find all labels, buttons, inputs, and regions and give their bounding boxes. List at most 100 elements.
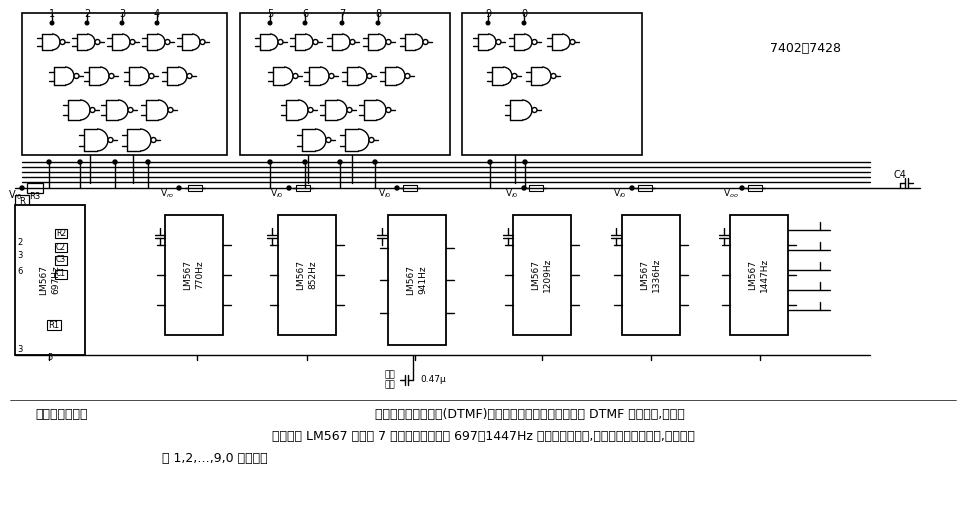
Circle shape: [740, 186, 744, 190]
Circle shape: [177, 186, 181, 190]
Circle shape: [47, 160, 51, 164]
Circle shape: [156, 21, 158, 25]
Circle shape: [78, 160, 82, 164]
Circle shape: [90, 107, 95, 113]
Circle shape: [376, 21, 380, 25]
Bar: [748, 185, 762, 191]
Text: V$_{i0}$: V$_{i0}$: [613, 188, 627, 200]
Text: 8: 8: [375, 9, 381, 19]
Circle shape: [523, 160, 527, 164]
Circle shape: [50, 21, 54, 25]
Text: 7: 7: [339, 9, 345, 19]
Text: 6: 6: [17, 268, 22, 276]
Circle shape: [187, 74, 192, 79]
Bar: [165, 215, 223, 335]
Circle shape: [128, 107, 133, 113]
Circle shape: [268, 160, 272, 164]
Bar: [15, 205, 85, 355]
Circle shape: [630, 186, 634, 190]
Text: 3: 3: [17, 251, 22, 261]
Circle shape: [486, 21, 490, 25]
Circle shape: [165, 40, 170, 45]
Circle shape: [522, 186, 526, 190]
Text: 0.47μ: 0.47μ: [420, 376, 445, 384]
Text: 2: 2: [17, 237, 22, 246]
Bar: [388, 215, 446, 345]
Text: C1: C1: [56, 270, 66, 278]
Text: 9: 9: [485, 9, 491, 19]
Bar: [240, 13, 450, 155]
Text: R1: R1: [48, 320, 60, 330]
Bar: [513, 215, 571, 335]
Text: 3: 3: [119, 9, 125, 19]
Text: 3: 3: [17, 345, 22, 354]
Circle shape: [146, 160, 150, 164]
Bar: [188, 185, 202, 191]
Text: 集成电路 LM567 构成的 7 个中心频率分别为 697～1447Hz 单音窄带滤波器,然后两两送人与非门,输出相应: 集成电路 LM567 构成的 7 个中心频率分别为 697～1447Hz 单音窄…: [271, 430, 695, 444]
Bar: [27, 183, 43, 193]
Circle shape: [523, 21, 526, 25]
Bar: [403, 185, 417, 191]
Circle shape: [340, 21, 344, 25]
Circle shape: [74, 74, 79, 79]
Circle shape: [570, 40, 575, 45]
Circle shape: [149, 74, 154, 79]
Circle shape: [278, 40, 283, 45]
Bar: [47, 320, 61, 330]
Circle shape: [532, 107, 537, 113]
Text: 信号: 信号: [384, 380, 395, 389]
Text: LM567
697Hz: LM567 697Hz: [40, 265, 61, 295]
Text: 单音频解码电路: 单音频解码电路: [36, 409, 88, 421]
Text: 的 1,2,…,9,0 等数字。: 的 1,2,…,9,0 等数字。: [162, 453, 268, 465]
Text: 5: 5: [267, 9, 273, 19]
Text: LM567
1447Hz: LM567 1447Hz: [749, 258, 769, 292]
Circle shape: [405, 74, 410, 79]
Text: C2: C2: [56, 242, 66, 251]
Text: LM567
1336Hz: LM567 1336Hz: [640, 258, 662, 292]
Circle shape: [373, 160, 377, 164]
Text: V$_{oo}$: V$_{oo}$: [723, 188, 739, 200]
Bar: [529, 185, 543, 191]
Circle shape: [85, 21, 89, 25]
Circle shape: [168, 107, 173, 113]
Circle shape: [326, 137, 331, 142]
Circle shape: [551, 74, 556, 79]
Circle shape: [151, 137, 156, 142]
Text: 6: 6: [302, 9, 308, 19]
Text: V$_{i0}$: V$_{i0}$: [505, 188, 519, 200]
Text: LM567
770Hz: LM567 770Hz: [184, 260, 205, 290]
Circle shape: [488, 160, 492, 164]
Circle shape: [329, 74, 334, 79]
Circle shape: [303, 21, 307, 25]
Circle shape: [423, 40, 428, 45]
Bar: [278, 215, 336, 335]
Text: V$_{ro}$: V$_{ro}$: [160, 188, 175, 200]
Bar: [55, 243, 67, 252]
Circle shape: [20, 186, 24, 190]
Text: LM567
1209Hz: LM567 1209Hz: [531, 258, 553, 292]
Circle shape: [308, 107, 313, 113]
Text: 输入: 输入: [384, 371, 395, 380]
Text: 1: 1: [49, 9, 55, 19]
Circle shape: [395, 186, 399, 190]
Bar: [55, 270, 67, 279]
Text: 5: 5: [47, 352, 52, 361]
Circle shape: [120, 21, 124, 25]
Text: C3: C3: [56, 256, 66, 265]
Text: 该图为用于双音多频(DTMF)解码器的电路。由外线送来的 DTMF 调制信号,引至由: 该图为用于双音多频(DTMF)解码器的电路。由外线送来的 DTMF 调制信号,引…: [375, 409, 685, 421]
Bar: [462, 13, 642, 155]
Text: C4: C4: [894, 170, 906, 180]
Text: 4: 4: [154, 9, 160, 19]
Circle shape: [95, 40, 100, 45]
Text: V$_{i0}$: V$_{i0}$: [270, 188, 284, 200]
Circle shape: [113, 160, 117, 164]
Circle shape: [338, 160, 342, 164]
Circle shape: [60, 40, 65, 45]
Circle shape: [347, 107, 352, 113]
Text: 0: 0: [521, 9, 527, 19]
Circle shape: [313, 40, 318, 45]
Text: V$_{i0}$: V$_{i0}$: [8, 188, 22, 202]
Circle shape: [130, 40, 135, 45]
Circle shape: [386, 40, 391, 45]
Bar: [15, 195, 29, 207]
